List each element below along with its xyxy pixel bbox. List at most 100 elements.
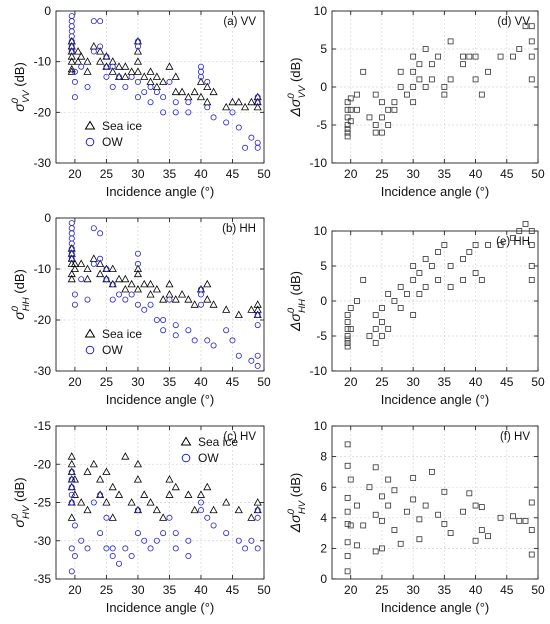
y-tick-label: 0 <box>44 211 51 225</box>
data-point-sea-ice <box>196 77 206 85</box>
data-point-ow <box>147 84 154 91</box>
data-point-ow <box>254 352 261 359</box>
data-point-diff <box>410 496 417 503</box>
data-point-diff <box>422 502 429 509</box>
data-point-sea-ice <box>67 274 76 283</box>
data-point-ow <box>68 255 75 262</box>
data-point-diff <box>416 76 423 83</box>
y-axis-title: σ0HH (dB) <box>10 269 32 320</box>
data-point-diff <box>344 133 351 140</box>
data-point-diff <box>428 76 435 83</box>
data-point-ow <box>172 322 179 329</box>
data-point-sea-ice <box>247 305 256 313</box>
data-point-diff <box>354 91 360 98</box>
data-point-diff <box>528 228 535 234</box>
data-point-sea-ice <box>146 67 155 75</box>
data-point-ow <box>166 296 173 303</box>
data-point-diff <box>360 522 367 529</box>
data-point-ow <box>97 255 104 262</box>
data-point-diff <box>447 76 454 83</box>
data-point-diff <box>522 517 529 524</box>
data-point-ow <box>68 28 75 35</box>
x-tick-label: 25 <box>100 583 114 597</box>
data-point-sea-ice <box>152 284 161 293</box>
data-point-sea-ice <box>96 269 105 278</box>
data-point-diff <box>435 277 442 283</box>
data-point-diff <box>360 68 367 75</box>
data-point-sea-ice <box>121 274 130 283</box>
data-point-diff <box>344 539 351 546</box>
data-point-diff <box>391 106 398 113</box>
data-point-sea-ice <box>83 467 92 475</box>
x-tick-label: 45 <box>500 167 514 181</box>
data-point-diff <box>410 53 417 60</box>
data-point-sea-ice <box>171 482 180 491</box>
data-point-sea-ice <box>114 490 124 498</box>
data-point-ow <box>185 553 192 560</box>
x-tick-label: 40 <box>194 375 208 389</box>
data-point-sea-ice <box>133 67 143 75</box>
y-axis-superscript: 0 <box>10 97 21 103</box>
data-point-ow <box>248 357 255 364</box>
data-point-diff <box>441 242 448 248</box>
data-point-sea-ice <box>222 305 231 313</box>
data-point-ow <box>90 18 97 25</box>
data-point-diff <box>466 490 473 497</box>
data-point-diff <box>344 125 351 132</box>
data-point-sea-ice <box>83 274 92 283</box>
data-point-diff <box>360 277 367 283</box>
y-axis-unit: (dB) <box>12 477 27 505</box>
data-point-ow <box>254 362 261 369</box>
y-axis-symbol: σ <box>11 311 27 320</box>
y-axis-unit: (dB) <box>12 269 27 297</box>
data-point-ow <box>134 78 141 85</box>
data-point-sea-ice <box>146 77 155 85</box>
data-point-diff <box>528 53 535 60</box>
data-point-ow <box>185 109 192 116</box>
data-point-sea-ice <box>102 498 111 506</box>
panel-label: (f) HV <box>500 431 530 443</box>
y-tick-label: -10 <box>34 262 52 276</box>
y-tick-label: -5 <box>316 118 327 132</box>
x-axis-title: Incidence angle (°) <box>381 184 490 199</box>
data-point-sea-ice <box>96 259 105 267</box>
data-point-sea-ice <box>89 459 98 468</box>
data-point-diff <box>344 343 351 350</box>
x-tick-label: 40 <box>469 375 483 389</box>
data-point-sea-ice <box>70 490 79 498</box>
data-point-sea-ice <box>133 269 143 278</box>
data-point-ow <box>254 545 261 552</box>
data-point-sea-ice <box>96 57 105 65</box>
data-point-diff <box>344 326 351 332</box>
x-tick-label: 25 <box>375 167 389 181</box>
data-point-sea-ice <box>234 97 243 106</box>
data-point-sea-ice <box>203 279 212 288</box>
data-point-ow <box>147 545 154 552</box>
data-point-sea-ice <box>67 52 76 60</box>
data-point-sea-ice <box>96 47 105 55</box>
data-point-ow <box>172 332 179 339</box>
data-point-diff <box>379 493 385 500</box>
data-point-sea-ice <box>67 513 76 521</box>
data-point-diff <box>528 242 535 248</box>
data-point-diff <box>460 508 466 515</box>
data-point-diff <box>422 46 429 52</box>
data-point-diff <box>385 106 392 113</box>
data-point-ow <box>254 139 261 146</box>
data-point-ow <box>122 84 129 91</box>
data-point-sea-ice <box>140 279 149 288</box>
data-point-ow <box>78 276 85 283</box>
data-point-sea-ice <box>83 67 92 75</box>
data-point-ow <box>103 73 110 80</box>
data-point-sea-ice <box>67 269 76 278</box>
data-point-sea-ice <box>67 67 76 75</box>
data-point-sea-ice <box>83 264 92 273</box>
data-point-diff <box>347 106 354 113</box>
x-tick-label: 20 <box>68 375 82 389</box>
data-point-sea-ice <box>247 97 256 106</box>
x-tick-label: 20 <box>344 583 358 597</box>
y-tick-label: -20 <box>34 313 52 327</box>
data-point-ow <box>134 250 141 257</box>
x-tick-label: 35 <box>438 583 452 597</box>
y-axis-title: Δσ0HV (dB) <box>286 473 308 534</box>
